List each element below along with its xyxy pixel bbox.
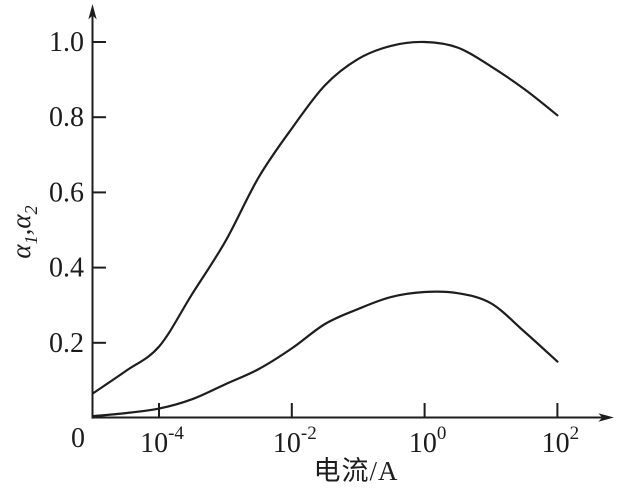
tick-labels-group: 0.2 0.4 0.6 0.8 1.0 10-4 10-2 100 102 0 bbox=[49, 27, 579, 459]
y-tick-label: 0.4 bbox=[49, 253, 84, 284]
x-tick-label: 10-4 bbox=[140, 423, 184, 459]
x-tick-label: 100 bbox=[409, 423, 447, 459]
y-tick-label: 1.0 bbox=[49, 27, 84, 58]
x-axis-title: 电流/A bbox=[314, 456, 399, 486]
curve-alpha2 bbox=[91, 290, 559, 418]
y-tick-label: 0.2 bbox=[49, 328, 84, 359]
y-axis-arrowhead bbox=[88, 4, 97, 20]
y-tick-label: 0.6 bbox=[49, 177, 84, 208]
x-tick-label: 10-2 bbox=[273, 423, 317, 459]
curves-group bbox=[91, 40, 559, 418]
y-axis-title: α1,α2 bbox=[6, 205, 41, 258]
x-tick-label: 102 bbox=[542, 423, 580, 459]
axes-group bbox=[88, 4, 614, 422]
y-tick-label: 0.8 bbox=[49, 102, 84, 133]
origin-label: 0 bbox=[71, 423, 85, 454]
y-axis-title-text: α1,α2 bbox=[6, 205, 41, 258]
x-axis-arrowhead bbox=[598, 413, 614, 422]
ticks-group bbox=[92, 41, 559, 418]
curve-alpha1 bbox=[91, 40, 559, 395]
